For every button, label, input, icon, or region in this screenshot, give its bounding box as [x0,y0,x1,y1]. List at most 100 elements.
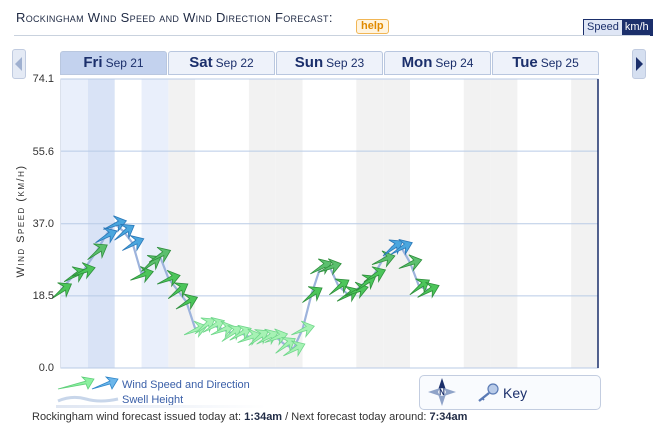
wind-arrow-icon [95,227,118,244]
wind-arrow [417,281,440,299]
day-tab-weekday: Tue [512,54,538,71]
speed-unit-toggle[interactable]: Speed km/h [583,19,653,36]
wind-arrow [390,239,413,256]
wind-arrow-icon [148,246,172,264]
wind-arrow [148,246,172,264]
key-box[interactable]: N Key [419,375,601,410]
day-tab-date: Sep 22 [215,56,254,70]
next-forecast-time: 7:34am [429,411,468,423]
wind-arrow [318,258,342,276]
wind-arrow-icon [103,215,128,233]
day-tab-weekday: Sun [294,54,324,71]
wind-arrow-icon [87,243,108,261]
wind-arrow-icon [229,324,252,342]
wind-arrow [291,320,315,339]
wind-arrow [122,235,145,252]
day-tab-tue[interactable]: Tue Sep 25 [492,51,599,75]
legend-divider [56,405,266,408]
wind-arrow-icon [130,266,154,284]
wind-arrow-icon [167,282,189,300]
wind-arrow-icon [71,262,96,280]
wind-arrow-icon [264,328,289,346]
wind-arrow-icon [275,336,296,354]
wind-arrow [202,317,226,334]
legend-arrow-icons [57,376,119,403]
wind-arrow [103,215,128,233]
next-days-button[interactable] [632,49,646,79]
wind-arrow [87,243,108,261]
next-forecast-label: / Next forecast today around: [285,411,427,423]
key-label[interactable]: Key [503,385,528,401]
wind-arrow-icon [371,250,396,268]
wind-arrow-icon [390,239,413,256]
wind-arrow [371,250,396,268]
day-tab-weekday: Fri [83,54,103,71]
legend: Wind Speed and Direction Swell Height [122,378,252,408]
y-tick-label: 18.5 [32,290,54,302]
key-icon [478,383,499,402]
speed-label[interactable]: Speed [584,20,622,35]
page-title: Rockingham Wind Speed and Wind Direction… [16,10,333,25]
wind-arrow [130,266,154,284]
day-tab-date: Sep 21 [105,56,144,70]
wind-arrow [229,324,252,342]
wind-arrow-icon [409,278,431,296]
day-tab-date: Sep 25 [540,56,579,70]
wind-arrow [363,266,387,283]
day-tab-fri[interactable]: Fri Sep 21 [60,51,167,75]
day-tab-mon[interactable]: Mon Sep 24 [384,51,491,75]
prev-days-button[interactable] [12,49,26,79]
day-tab-sun[interactable]: Sun Sep 23 [276,51,383,75]
wind-arrow [167,282,189,300]
wind-arrow [283,340,306,358]
forecast-footer: Rockingham wind forecast issued today at… [32,411,467,423]
wind-arrow-icon [417,281,440,299]
title-divider [14,35,650,36]
compass-icon: N [428,378,456,406]
wind-arrow-icon [302,286,323,303]
day-tab-weekday: Sat [189,54,213,71]
wind-arrow [275,336,296,354]
wind-arrow-icon [283,340,306,358]
wind-arrow-icon [175,293,199,311]
y-tick-label: 55.6 [32,146,54,158]
wind-arrow-icon [51,282,73,300]
compass-label: N [439,388,445,397]
wind-arrow-icon [398,254,423,272]
wind-arrow [398,254,423,272]
y-tick-label: 37.0 [32,218,54,230]
wind-arrow-icon [156,270,181,288]
day-tab-date: Sep 24 [435,56,474,70]
wind-arrow-icon [363,266,387,283]
y-tick-label: 0.0 [38,362,54,374]
wind-arrow-icon [318,258,342,276]
unit-kmh-button[interactable]: km/h [621,20,652,35]
day-tab-sat[interactable]: Sat Sep 22 [168,51,275,75]
wind-arrow [302,286,323,303]
wind-arrow [409,278,431,296]
day-tab-weekday: Mon [401,54,433,71]
wind-arrow [329,278,350,296]
wind-arrow [156,270,181,288]
wind-arrow [264,328,289,346]
legend-wind-label: Wind Speed and Direction [122,379,250,391]
wind-arrow-icon [114,223,135,241]
issued-label: Rockingham wind forecast issued today at… [32,411,242,423]
legend-swell-label: Swell Height [122,394,184,406]
wind-arrow [95,227,118,244]
wind-arrow [71,262,96,280]
arrow-left-icon [15,57,22,71]
wind-arrow [51,282,73,300]
day-tab-date: Sep 23 [326,56,365,70]
wind-arrow-icon [291,320,315,339]
wind-arrow [114,223,135,241]
wind-arrow-icon [329,278,350,296]
wind-arrow-icon [122,235,145,252]
issued-time: 1:34am [244,411,283,423]
arrow-right-icon [636,57,643,71]
wind-arrow-icon [202,317,226,334]
help-button[interactable]: help [356,19,389,34]
y-tick-label: 74.1 [32,73,54,85]
wind-arrow [175,293,199,311]
